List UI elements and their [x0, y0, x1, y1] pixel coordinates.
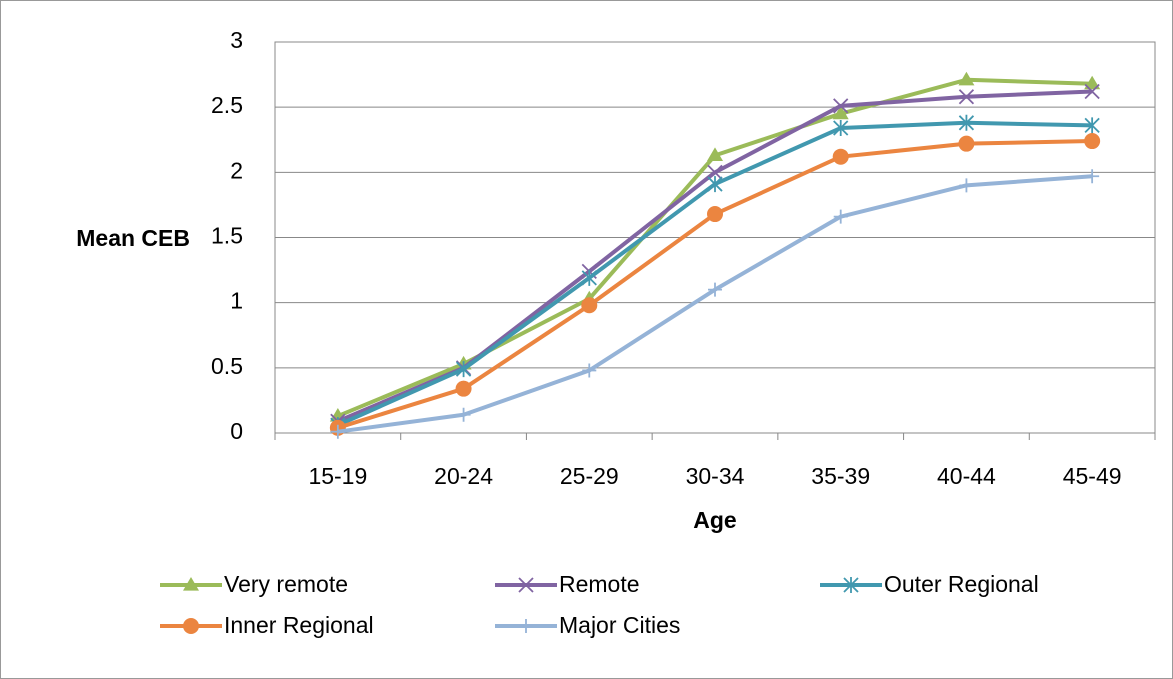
- marker: [707, 147, 723, 161]
- marker: [833, 209, 848, 224]
- x-tick-label: 45-49: [1063, 463, 1122, 489]
- marker: [832, 148, 849, 165]
- marker: [455, 361, 472, 378]
- legend-marker: [519, 619, 533, 633]
- y-axis-label: Mean CEB: [76, 225, 190, 251]
- marker: [1084, 75, 1101, 90]
- marker: [581, 297, 598, 314]
- marker: [959, 178, 974, 193]
- marker: [455, 380, 472, 397]
- x-tick-label: 40-44: [937, 463, 996, 489]
- x-tick-label: 35-39: [811, 463, 870, 489]
- legend-label: Major Cities: [559, 612, 680, 638]
- marker: [707, 176, 723, 193]
- marker: [456, 407, 471, 422]
- marker: [833, 98, 849, 114]
- marker: [833, 120, 849, 137]
- marker: [958, 135, 975, 152]
- x-tick-label: 20-24: [434, 463, 493, 489]
- marker: [1084, 133, 1101, 150]
- y-tick-label: 0: [230, 418, 243, 444]
- marker: [1085, 169, 1100, 184]
- plot-border: [274, 41, 1156, 434]
- y-tick-label: 1.5: [211, 223, 243, 249]
- marker: [832, 105, 849, 120]
- y-tick-label: 2.5: [211, 92, 243, 118]
- marker: [708, 282, 722, 297]
- x-tick-label: 30-34: [686, 463, 745, 489]
- legend-marker: [183, 577, 199, 591]
- y-tick-label: 0.5: [211, 353, 243, 379]
- legend-marker: [183, 618, 199, 634]
- legend-label: Outer Regional: [884, 571, 1039, 597]
- marker: [958, 71, 975, 86]
- y-tick-label: 3: [230, 27, 243, 53]
- marker: [958, 89, 975, 105]
- legend-label: Very remote: [224, 571, 348, 597]
- legend-marker: [518, 577, 534, 593]
- marker: [581, 269, 597, 286]
- marker: [958, 114, 975, 131]
- y-tick-label: 2: [230, 157, 243, 183]
- marker: [582, 363, 597, 378]
- marker: [330, 424, 345, 439]
- legend-label: Remote: [559, 571, 640, 597]
- x-tick-label: 15-19: [308, 463, 367, 489]
- legend-label: Inner Regional: [224, 612, 374, 638]
- legend-marker: [843, 577, 859, 593]
- marker: [707, 206, 723, 223]
- x-axis-label: Age: [693, 507, 736, 533]
- y-tick-label: 1: [230, 288, 243, 314]
- marker: [707, 164, 723, 180]
- marker: [1084, 117, 1100, 134]
- x-tick-label: 25-29: [560, 463, 619, 489]
- marker: [1084, 83, 1100, 100]
